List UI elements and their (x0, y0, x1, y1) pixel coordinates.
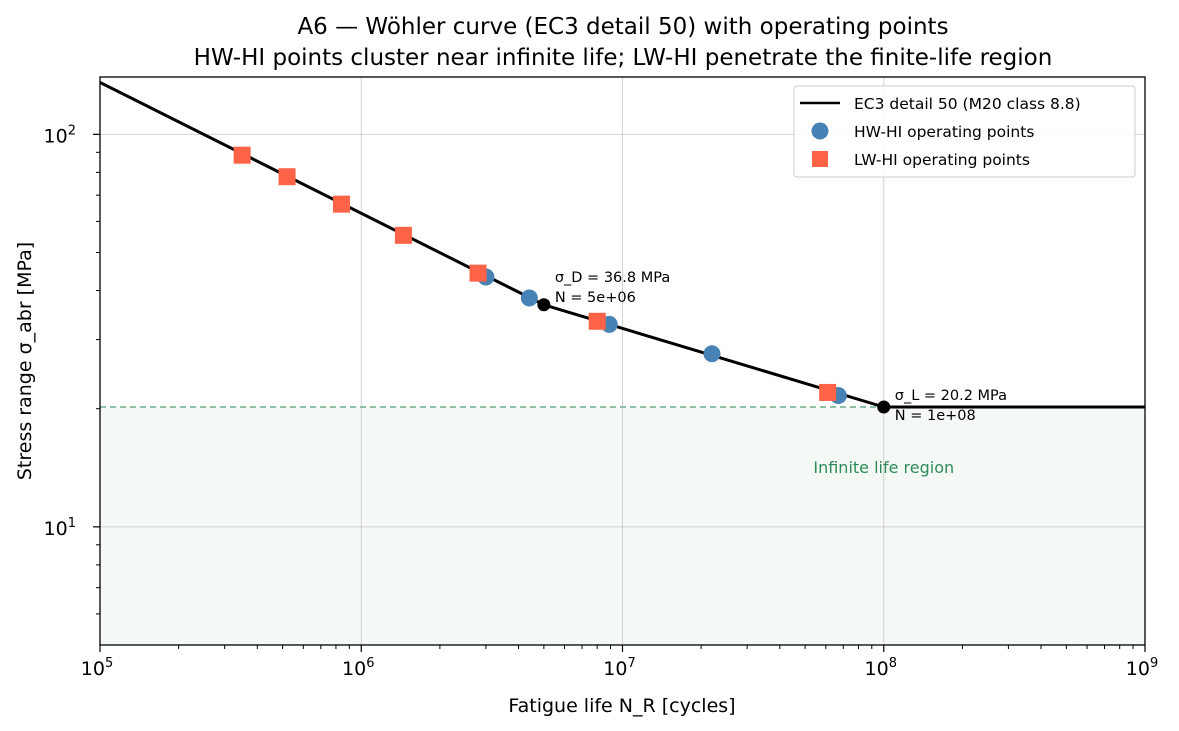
annotations: σ_D = 36.8 MPa N = 5e+06 σ_L = 20.2 MPa N =… (537, 270, 1007, 477)
legend-label-lw-hi: LW-HI operating points (854, 151, 1030, 169)
chart-subtitle: HW-HI points cluster near infinite life;… (194, 45, 1053, 71)
y-axis-label: Stress range σ_abr [MPa] (14, 242, 36, 480)
knee-point (877, 400, 891, 414)
y-tick-label: 101 (44, 516, 76, 540)
marker-layer (233, 146, 847, 405)
y-tick-label: 102 (44, 123, 76, 147)
knee-point (537, 298, 551, 312)
legend-frame (793, 85, 1136, 178)
y-axis: 101 102 (44, 123, 100, 615)
infinite-life-label: Infinite life region (813, 458, 954, 477)
legend: EC3 detail 50 (M20 class 8.8) HW-HI oper… (793, 85, 1136, 178)
lw-hi-point (332, 195, 350, 213)
lw-hi-point (278, 168, 296, 186)
hw-hi-point (520, 289, 538, 307)
x-tick-label: 106 (342, 656, 374, 680)
legend-label-hw-hi: HW-HI operating points (854, 123, 1034, 141)
legend-hw-swatch (811, 122, 829, 140)
lw-hi-point (469, 264, 487, 282)
lw-hi-point (233, 146, 251, 164)
x-axis: 105 106 107 108 109 (81, 645, 1158, 680)
x-tick-label: 108 (865, 656, 897, 680)
x-axis-label: Fatigue life N_R [cycles] (508, 695, 735, 717)
legend-label-ec3-curve: EC3 detail 50 (M20 class 8.8) (854, 95, 1081, 113)
x-tick-label: 105 (81, 656, 113, 680)
chart-title: A6 — Wöhler curve (EC3 detail 50) with o… (297, 14, 948, 40)
lw-hi-point (394, 226, 412, 244)
lw-hi-point (588, 312, 606, 330)
legend-lw-swatch (812, 151, 828, 167)
hw-hi-point (703, 345, 721, 363)
lw-hi-point (819, 383, 837, 401)
knee-label-stress: σ_D = 36.8 MPa (555, 270, 670, 286)
knee-label-cycles: N = 5e+06 (555, 290, 636, 306)
x-tick-label: 107 (603, 656, 635, 680)
knee-label-stress: σ_L = 20.2 MPa (895, 388, 1007, 404)
x-tick-label: 109 (1126, 656, 1158, 680)
knee-label-cycles: N = 1e+08 (895, 408, 976, 424)
